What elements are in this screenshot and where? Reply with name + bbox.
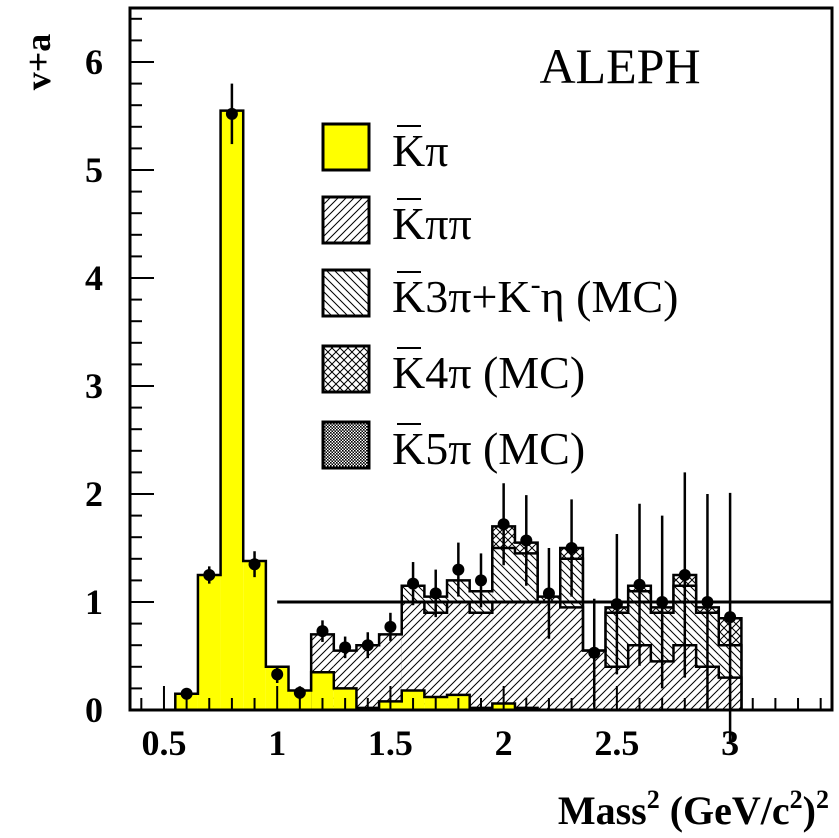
- bar-s1-7: [469, 612, 493, 710]
- data-point-5: [293, 686, 306, 699]
- y-tick-label: 6: [85, 42, 103, 82]
- bar-s1-3: [379, 634, 402, 710]
- y-tick-label: 4: [85, 258, 103, 298]
- bar-s0-2: [220, 110, 244, 711]
- x-tick-label: 1: [268, 723, 286, 763]
- x-axis-label: Mass2 (GeV/c2)2: [558, 785, 829, 833]
- bar-s1-2: [356, 645, 380, 710]
- y-tick-label: 0: [85, 690, 103, 730]
- data-point-1: [203, 569, 216, 581]
- x-tick-label: 3: [721, 723, 739, 763]
- data-point-16: [542, 587, 555, 600]
- data-point-19: [610, 598, 623, 611]
- bar-s0-3: [243, 560, 266, 710]
- axis-ticks: 0.5 1 1.5 2 2.5 3 0 1 2 3 4 5 6: [85, 17, 822, 763]
- y-tick-label: 2: [85, 474, 103, 514]
- data-point-0: [180, 687, 193, 700]
- data-point-18: [588, 646, 601, 659]
- legend-swatch-1: [321, 195, 371, 245]
- y-tick-label: 5: [85, 150, 103, 190]
- data-point-21: [656, 596, 669, 608]
- bar-s1-9: [514, 602, 538, 710]
- data-point-9: [384, 620, 397, 633]
- data-point-14: [497, 518, 510, 531]
- data-point-6: [316, 625, 329, 638]
- bar-s0-6: [311, 672, 334, 710]
- x-tick-label: 1.5: [368, 723, 413, 763]
- legend-swatch-2: [321, 268, 371, 318]
- bar-s1-5: [424, 612, 448, 710]
- data-point-15: [520, 534, 533, 547]
- legend: Kπ Kππ K3π+K-η (MC) K4π (MC) K5π (MC): [321, 122, 678, 474]
- bar-s1-6: [447, 602, 470, 710]
- data-point-3: [248, 558, 261, 571]
- data-point-23: [701, 596, 714, 608]
- legend-swatch-0: [321, 122, 371, 172]
- data-point-8: [361, 639, 374, 652]
- data-point-12: [452, 563, 465, 576]
- y-tick-label: 1: [85, 582, 103, 622]
- bar-s1-10: [537, 602, 561, 710]
- legend-swatch-4: [321, 420, 371, 470]
- bar-s1-8: [492, 602, 515, 710]
- bar-s1-14: [628, 645, 651, 710]
- histogram-bars: [174, 109, 743, 711]
- bar-s0-1: [197, 575, 221, 710]
- y-axis-label: v+a: [18, 34, 58, 91]
- data-point-24: [724, 611, 737, 624]
- legend-label-4: K5π (MC): [392, 423, 585, 474]
- y-tick-label: 3: [85, 366, 103, 406]
- data-point-20: [633, 578, 646, 591]
- bar-s1-11: [560, 607, 583, 710]
- legend-swatch-3: [321, 344, 371, 394]
- legend-label-3: K4π (MC): [392, 347, 585, 398]
- data-point-17: [565, 542, 578, 554]
- data-point-22: [678, 569, 691, 581]
- data-point-2: [225, 107, 238, 120]
- x-tick-label: 0.5: [141, 723, 186, 763]
- data-point-4: [271, 668, 284, 681]
- data-point-13: [475, 574, 487, 587]
- data-points: [180, 83, 737, 742]
- legend-label-1: Kππ: [392, 198, 472, 249]
- legend-label-0: Kπ: [392, 125, 448, 176]
- x-tick-label: 2: [495, 723, 513, 763]
- annotation-aleph: ALEPH: [539, 38, 700, 94]
- bar-s1-4: [401, 602, 425, 710]
- x-tick-label: 2.5: [594, 723, 639, 763]
- data-point-7: [339, 641, 352, 654]
- data-point-10: [407, 577, 420, 590]
- data-point-11: [429, 587, 442, 600]
- legend-label-2: K3π+K-η (MC): [392, 268, 678, 322]
